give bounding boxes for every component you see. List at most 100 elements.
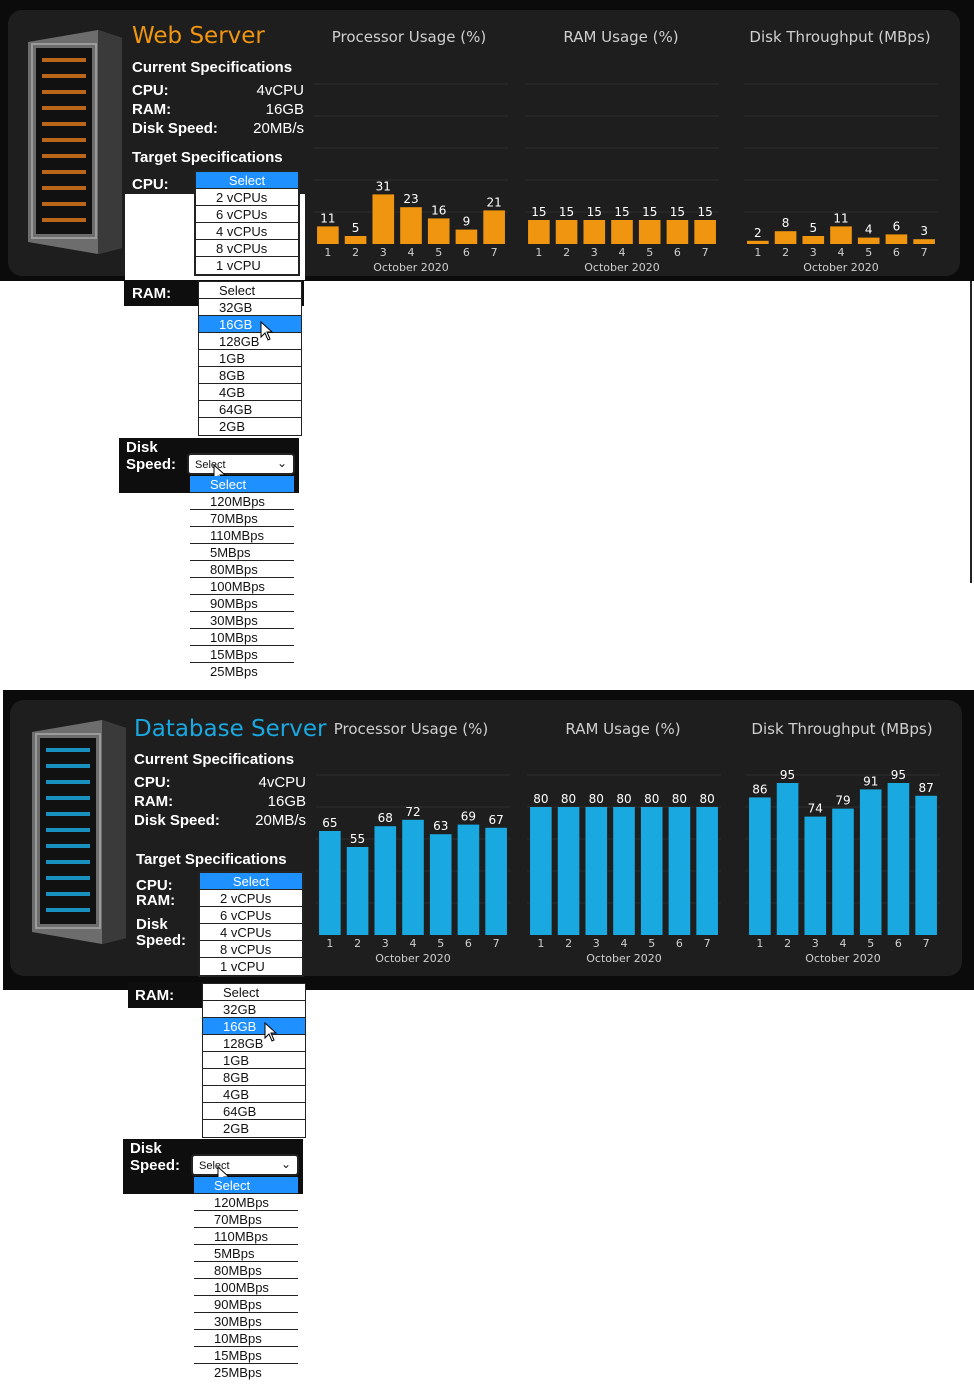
disk-throughput-chart: 2 1 8 2 5 3 11 4 4 5 6 6 3 7 October 2020	[744, 83, 938, 274]
ram-option[interactable]: 1GB	[199, 350, 301, 367]
disk-option[interactable]: 80MBps	[194, 1262, 298, 1279]
bar	[344, 236, 367, 244]
x-axis-label: October 2020	[584, 261, 660, 274]
ram-option[interactable]: 4GB	[203, 1086, 305, 1103]
x-tick-label: 2	[784, 937, 791, 950]
disk-option[interactable]: 5MBps	[190, 544, 294, 561]
cpu-option[interactable]: 6 vCPUs	[200, 907, 302, 924]
x-tick-label: 1	[537, 937, 544, 950]
disk-option[interactable]: 15MBps	[190, 646, 294, 663]
disk-option[interactable]: 90MBps	[190, 595, 294, 612]
bar-value-label: 80	[561, 792, 576, 806]
chart-title-ram: RAM Usage (%)	[565, 720, 681, 738]
x-tick-label: 6	[465, 937, 472, 950]
x-tick-label: 6	[463, 246, 470, 259]
disk-option[interactable]: 10MBps	[194, 1330, 298, 1347]
x-tick-label: 5	[867, 937, 874, 950]
cpu-option[interactable]: 6 vCPUs	[196, 206, 298, 223]
disk-option[interactable]: 30MBps	[194, 1313, 298, 1330]
ram-option[interactable]: Select	[203, 984, 305, 1001]
cpu-option[interactable]: Select	[196, 172, 298, 189]
ram-option[interactable]: Select	[199, 282, 301, 299]
ram-option[interactable]: 2GB	[219, 419, 246, 434]
ram-option[interactable]: 64GB	[199, 401, 301, 418]
ram-option[interactable]: 128GB	[199, 333, 301, 350]
cpu-dropdown[interactable]: Select 2 vCPUs 6 vCPUs 4 vCPUs 8 vCPUs 1…	[198, 871, 304, 977]
cpu-option[interactable]: 8 vCPUs	[196, 240, 298, 257]
disk-option[interactable]: 110MBps	[190, 527, 294, 544]
disk-option[interactable]: 110MBps	[194, 1228, 298, 1245]
disk-option[interactable]: 120MBps	[194, 1194, 298, 1211]
bar	[694, 220, 716, 244]
bar-value-label: 9	[463, 215, 471, 229]
cpu-option[interactable]: Select	[200, 873, 302, 890]
bar	[557, 807, 580, 935]
disk-option[interactable]: 25MBps	[214, 1365, 262, 1380]
cpu-option[interactable]: 8 vCPUs	[200, 941, 302, 958]
disk-option[interactable]: 15MBps	[194, 1347, 298, 1364]
bar-value-label: 65	[322, 816, 337, 830]
processor-usage-chart: 65 1 55 2 68 3 72 4 63 5 69 6 67 7 October 2020	[316, 774, 510, 965]
disk-option[interactable]: 25MBps	[210, 664, 258, 679]
ram-option[interactable]: 16GB	[199, 316, 301, 333]
ram-option[interactable]: 32GB	[199, 299, 301, 316]
panel-title: Web Server	[132, 23, 265, 49]
disk-speed-dropdown[interactable]: Select 120MBps 70MBps 110MBps 5MBps 80MB…	[190, 476, 294, 684]
disk-option[interactable]: Select	[190, 476, 294, 493]
bar	[400, 207, 422, 244]
cpu-option[interactable]: 4 vCPUs	[200, 924, 302, 941]
x-tick-label: 5	[646, 246, 653, 259]
mouse-cursor-icon	[260, 321, 274, 341]
bar	[776, 783, 799, 935]
bar-value-label: 15	[670, 205, 685, 219]
ram-option[interactable]: 1GB	[203, 1052, 305, 1069]
ram-dropdown[interactable]: Select 32GB 16GB 128GB 1GB 8GB 4GB 64GB …	[198, 281, 302, 436]
disk-speed-dropdown[interactable]: Select 120MBps 70MBps 110MBps 5MBps 80MB…	[194, 1177, 298, 1385]
disk-option[interactable]: 70MBps	[194, 1211, 298, 1228]
chart-title-processor: Processor Usage (%)	[333, 720, 489, 738]
disk-option[interactable]: 100MBps	[194, 1279, 298, 1296]
x-tick-label: 6	[893, 246, 900, 259]
ram-option[interactable]: 8GB	[199, 367, 301, 384]
disk-option[interactable]: Select	[194, 1177, 298, 1194]
x-tick-label: 4	[408, 246, 415, 259]
cpu-option[interactable]: 2 vCPUs	[200, 890, 302, 907]
disk-option[interactable]: 30MBps	[190, 612, 294, 629]
ram-option[interactable]: 64GB	[203, 1103, 305, 1120]
chart-title-ram: RAM Usage (%)	[563, 28, 679, 46]
cpu-option[interactable]: 2 vCPUs	[196, 189, 298, 206]
cpu-dropdown[interactable]: Select 2 vCPUs 6 vCPUs 4 vCPUs 8 vCPUs 1…	[194, 170, 300, 276]
disk-speed-select[interactable]: Select ⌄	[191, 1154, 299, 1176]
ram-option[interactable]: 4GB	[199, 384, 301, 401]
ram-option[interactable]: 32GB	[203, 1001, 305, 1018]
bar	[668, 807, 691, 935]
disk-option[interactable]: 80MBps	[190, 561, 294, 578]
panel-title: Database Server	[134, 716, 327, 742]
disk-speed-select[interactable]: Select ⌄	[187, 453, 295, 475]
bar-value-label: 5	[809, 221, 817, 235]
x-axis-label: October 2020	[586, 952, 662, 965]
target-disk-label-line1: Disk	[136, 916, 168, 933]
disk-option[interactable]: 90MBps	[194, 1296, 298, 1313]
ram-usage-chart: 15 1 15 2 15 3 15 4 15 5 15 6 15 7 October 2020	[525, 83, 719, 274]
disk-dropdown-label-line2: Speed:	[130, 1157, 181, 1174]
ram-option[interactable]: 8GB	[203, 1069, 305, 1086]
ram-dropdown[interactable]: Select 32GB 16GB 128GB 1GB 8GB 4GB 64GB …	[202, 983, 306, 1138]
ram-option[interactable]: 128GB	[203, 1035, 305, 1052]
bar	[859, 789, 882, 935]
disk-option[interactable]: 5MBps	[194, 1245, 298, 1262]
cpu-option[interactable]: 4 vCPUs	[196, 223, 298, 240]
bar-value-label: 63	[433, 819, 448, 833]
disk-option[interactable]: 10MBps	[190, 629, 294, 646]
disk-option[interactable]: 100MBps	[190, 578, 294, 595]
server-rack-icon	[32, 720, 126, 944]
cpu-option[interactable]: 1 vCPU	[220, 959, 265, 974]
cpu-option[interactable]: 1 vCPU	[216, 258, 261, 273]
disk-option[interactable]: 70MBps	[190, 510, 294, 527]
ram-option[interactable]: 16GB	[203, 1018, 305, 1035]
bar-value-label: 15	[614, 205, 629, 219]
disk-option[interactable]: 120MBps	[190, 493, 294, 510]
bar-value-label: 95	[780, 768, 795, 782]
bar-value-label: 11	[833, 211, 848, 225]
ram-option[interactable]: 2GB	[223, 1121, 250, 1136]
